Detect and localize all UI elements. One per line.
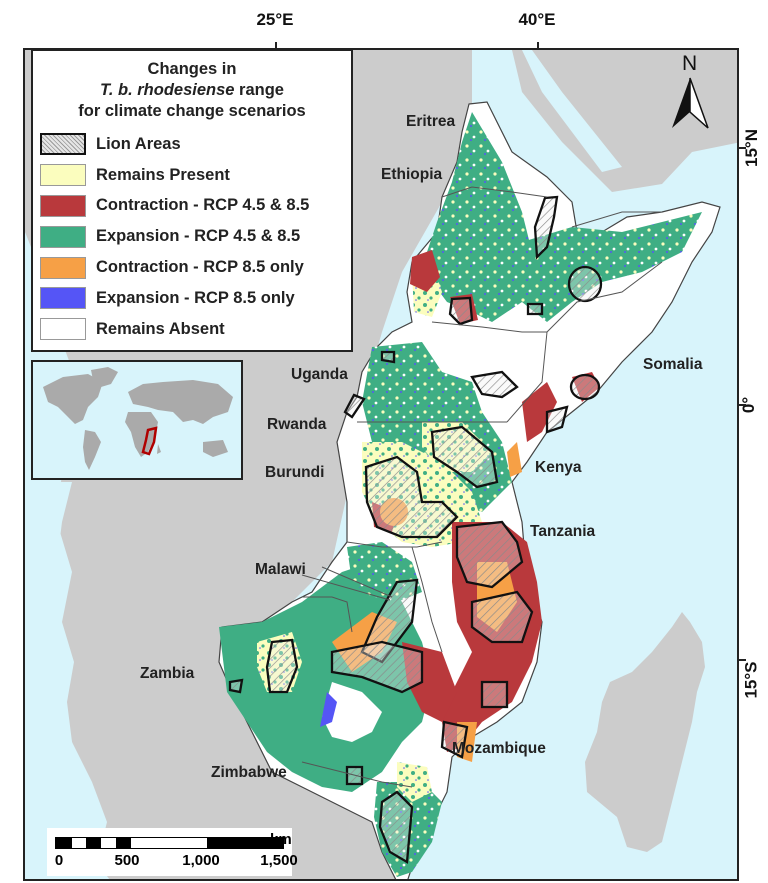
- legend-label: Contraction - RCP 8.5 only: [96, 258, 304, 277]
- legend-label: Lion Areas: [96, 134, 181, 153]
- legend-title-species: T. b. rhodesiense: [99, 81, 235, 99]
- legend-title-suffix: range: [234, 81, 284, 99]
- north-arrow: N: [668, 52, 712, 134]
- tick-15n: [739, 147, 746, 149]
- scale-label-500: 500: [114, 852, 140, 869]
- inset-world-map: [31, 360, 243, 480]
- legend-label: Remains Absent: [96, 319, 225, 338]
- scale-bar-graphic: [55, 837, 284, 849]
- legend-title-line3: for climate change scenarios: [78, 102, 306, 120]
- scale-bar: km 0 500 1,000 1,500: [47, 828, 298, 876]
- scale-label-0: 0: [54, 852, 64, 869]
- green-swatch-icon: [40, 225, 86, 248]
- legend-label: Expansion - RCP 8.5 only: [96, 288, 295, 307]
- country-label-mozambique: Mozambique: [452, 740, 546, 757]
- legend-item-contraction-both: Contraction - RCP 4.5 & 8.5: [33, 191, 351, 222]
- north-label: N: [682, 52, 698, 75]
- legend-label: Expansion - RCP 4.5 & 8.5: [96, 227, 301, 246]
- legend-items: Lion Areas Remains Present Contraction -…: [33, 129, 351, 345]
- legend-label: Contraction - RCP 4.5 & 8.5: [96, 196, 310, 215]
- hatched-swatch-icon: [40, 133, 86, 156]
- north-arrow-icon: [672, 77, 709, 129]
- country-label-kenya: Kenya: [535, 459, 582, 476]
- country-label-somalia: Somalia: [643, 356, 703, 373]
- legend-title-line2: T. b. rhodesiense range: [33, 80, 351, 101]
- legend-item-lion-areas: Lion Areas: [33, 129, 351, 160]
- legend-label: Remains Present: [96, 165, 230, 184]
- legend-item-expansion-85: Expansion - RCP 8.5 only: [33, 283, 351, 314]
- longitude-label-40e: 40°E: [518, 10, 556, 29]
- white-swatch-icon: [40, 318, 86, 341]
- blue-swatch-icon: [40, 287, 86, 310]
- scale-unit: km: [270, 831, 292, 848]
- country-label-ethiopia: Ethiopia: [381, 166, 443, 183]
- tick-40e: [537, 42, 539, 49]
- tick-15s: [739, 659, 746, 661]
- legend-item-contraction-85: Contraction - RCP 8.5 only: [33, 252, 351, 283]
- tick-25e: [275, 42, 277, 49]
- country-label-rwanda: Rwanda: [267, 416, 327, 433]
- scale-label-1000: 1,000: [182, 852, 220, 869]
- legend-title: Changes in T. b. rhodesiense range for c…: [33, 59, 351, 122]
- country-label-uganda: Uganda: [291, 366, 348, 383]
- legend-item-remains-present: Remains Present: [33, 160, 351, 191]
- country-label-eritrea: Eritrea: [406, 113, 456, 130]
- country-label-burundi: Burundi: [265, 464, 325, 481]
- orange-swatch-icon: [40, 256, 86, 279]
- country-label-malawi: Malawi: [255, 561, 306, 578]
- legend-title-line1: Changes in: [147, 60, 237, 78]
- country-label-zambia: Zambia: [140, 665, 195, 682]
- legend: Changes in T. b. rhodesiense range for c…: [31, 49, 353, 352]
- longitude-label-25e: 25°E: [256, 10, 294, 29]
- legend-item-expansion-both: Expansion - RCP 4.5 & 8.5: [33, 221, 351, 252]
- world-map-icon: [43, 367, 233, 470]
- scale-label-1500: 1,500: [260, 852, 298, 869]
- tick-0: [739, 404, 746, 406]
- country-label-tanzania: Tanzania: [530, 523, 596, 540]
- yellow-swatch-icon: [40, 164, 86, 187]
- red-swatch-icon: [40, 194, 86, 217]
- country-label-zimbabwe: Zimbabwe: [211, 764, 287, 781]
- legend-item-remains-absent: Remains Absent: [33, 314, 351, 345]
